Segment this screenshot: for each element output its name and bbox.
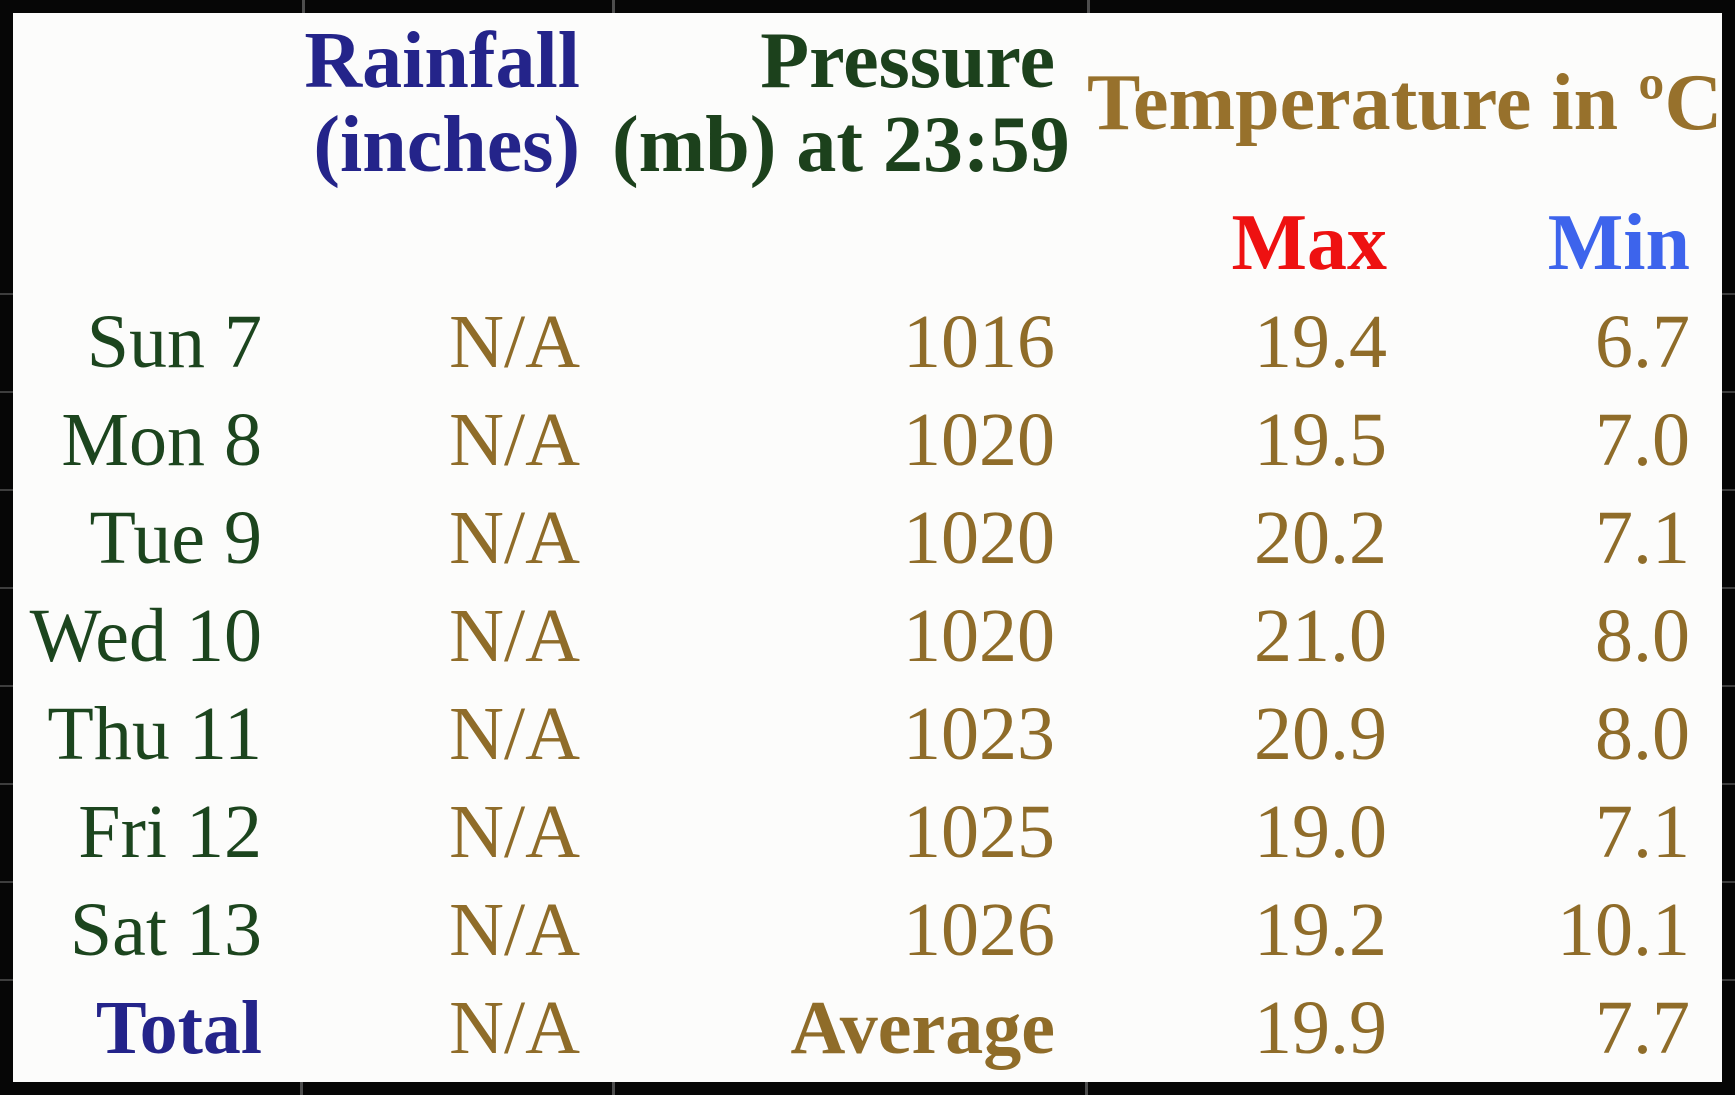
table-row: Wed 10 N/A 1020 21.0 8.0	[13, 587, 1722, 685]
pressure-cell: 1020	[903, 495, 1055, 580]
day-column-header-empty	[13, 13, 302, 193]
pressure-cell: 1020	[903, 593, 1055, 678]
rainfall-cell: N/A	[449, 691, 580, 776]
border-notch	[1722, 587, 1735, 589]
temp-min-cell: 7.0	[1595, 397, 1690, 482]
border-notch	[0, 293, 13, 295]
rainfall-cell: N/A	[449, 495, 580, 580]
temp-min-cell: 8.0	[1595, 691, 1690, 776]
temp-max-average-cell: 19.9	[1254, 985, 1387, 1070]
border-notch	[0, 881, 13, 883]
rainfall-header-line2: (inches)	[313, 101, 580, 189]
table-row: Tue 9 N/A 1020 20.2 7.1	[13, 489, 1722, 587]
border-notch	[0, 489, 13, 491]
rainfall-total-cell: N/A	[449, 985, 580, 1070]
border-notch	[300, 1082, 303, 1095]
rainfall-cell: N/A	[449, 887, 580, 972]
rainfall-cell: N/A	[449, 397, 580, 482]
border-notch	[1722, 881, 1735, 883]
weather-table: Rainfall (inches) Pressure (mb) at 23:59…	[13, 13, 1722, 1077]
day-cell: Sun 7	[86, 299, 262, 384]
border-notch	[1722, 685, 1735, 687]
table-row: Fri 12 N/A 1025 19.0 7.1	[13, 783, 1722, 881]
pressure-header-line1: Pressure	[760, 17, 1055, 105]
border-notch	[0, 783, 13, 785]
border-notch	[0, 979, 13, 981]
border-notch	[302, 0, 305, 13]
day-cell: Wed 10	[29, 593, 262, 678]
average-label: Average	[790, 985, 1055, 1070]
rainfall-cell: N/A	[449, 593, 580, 678]
table-row: Sat 13 N/A 1026 19.2 10.1	[13, 881, 1722, 979]
day-cell: Fri 12	[78, 789, 262, 874]
pressure-cell: 1016	[903, 299, 1055, 384]
border-notch	[1087, 0, 1090, 13]
temp-max-cell: 19.4	[1254, 299, 1387, 384]
temp-min-cell: 10.1	[1557, 887, 1690, 972]
table-row: Thu 11 N/A 1023 20.9 8.0	[13, 685, 1722, 783]
temp-max-cell: 19.5	[1254, 397, 1387, 482]
temp-min-cell: 8.0	[1595, 593, 1690, 678]
border-notch	[612, 0, 615, 13]
border-notch	[1722, 979, 1735, 981]
rainfall-column-header: Rainfall (inches)	[302, 13, 612, 193]
pressure-cell: 1020	[903, 397, 1055, 482]
pressure-cell: 1026	[903, 887, 1055, 972]
day-cell: Tue 9	[89, 495, 262, 580]
border-notch	[612, 1082, 615, 1095]
rainfall-cell: N/A	[449, 789, 580, 874]
rainfall-header-line1: Rainfall	[304, 17, 580, 105]
temp-min-cell: 7.1	[1595, 495, 1690, 580]
temp-max-cell: 20.9	[1254, 691, 1387, 776]
pressure-header-line2: (mb) at 23:59	[612, 101, 1070, 189]
temp-min-average-cell: 7.7	[1595, 985, 1690, 1070]
pressure-column-header: Pressure (mb) at 23:59	[612, 13, 1087, 193]
day-cell: Thu 11	[47, 691, 262, 776]
border-notch	[1722, 391, 1735, 393]
border-notch	[0, 685, 13, 687]
header-row-2: Max Min	[13, 193, 1722, 293]
total-label: Total	[95, 985, 262, 1070]
temp-max-cell: 20.2	[1254, 495, 1387, 580]
table-row: Mon 8 N/A 1020 19.5 7.0	[13, 391, 1722, 489]
border-notch	[1722, 783, 1735, 785]
temp-max-cell: 19.0	[1254, 789, 1387, 874]
border-notch	[0, 587, 13, 589]
pressure-cell: 1023	[903, 691, 1055, 776]
table-row: Sun 7 N/A 1016 19.4 6.7	[13, 293, 1722, 391]
border-notch	[1085, 1082, 1088, 1095]
min-temperature-header: Min	[1547, 199, 1690, 287]
header-row-1: Rainfall (inches) Pressure (mb) at 23:59…	[13, 13, 1722, 193]
temp-max-cell: 19.2	[1254, 887, 1387, 972]
summary-row: Total N/A Average 19.9 7.7	[13, 979, 1722, 1077]
rainfall-cell: N/A	[449, 299, 580, 384]
empty-cell	[612, 193, 1087, 293]
empty-cell	[13, 193, 302, 293]
day-cell: Mon 8	[61, 397, 262, 482]
border-notch	[0, 391, 13, 393]
border-notch	[1722, 489, 1735, 491]
empty-cell	[302, 193, 612, 293]
pressure-cell: 1025	[903, 789, 1055, 874]
temp-min-cell: 6.7	[1595, 299, 1690, 384]
day-cell: Sat 13	[69, 887, 262, 972]
max-temperature-header: Max	[1231, 199, 1387, 287]
temperature-group-header: Temperature in ºC	[1087, 59, 1722, 147]
temp-max-cell: 21.0	[1254, 593, 1387, 678]
border-notch	[1722, 293, 1735, 295]
temp-min-cell: 7.1	[1595, 789, 1690, 874]
